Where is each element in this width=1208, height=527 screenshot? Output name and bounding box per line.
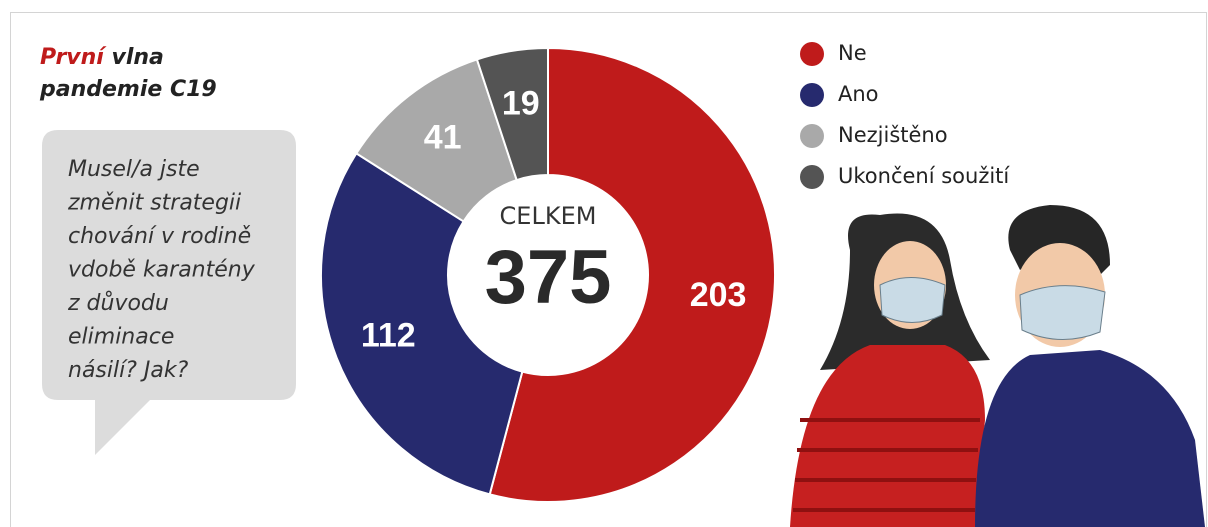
illustration	[790, 205, 1205, 527]
title-highlight: První	[40, 45, 107, 70]
value-label: 203	[690, 276, 747, 314]
speech-bubble	[42, 130, 296, 455]
legend-label: Ukončení soužití	[838, 164, 1010, 188]
question-line: Musel/a jste	[68, 157, 200, 182]
title-line-1: První vlna	[40, 45, 164, 70]
value-label: 19	[502, 85, 540, 123]
woman-mask	[879, 277, 946, 323]
legend-swatch	[800, 42, 824, 66]
value-label: 41	[424, 119, 462, 157]
question-line: eliminace	[68, 325, 174, 350]
question-line: chování v rodině	[68, 224, 251, 249]
man-sweater	[975, 350, 1205, 527]
woman-stripes	[793, 418, 980, 512]
total: 375	[485, 235, 612, 320]
slice	[488, 46, 776, 503]
legend-swatch	[800, 165, 824, 189]
legend-swatch	[800, 124, 824, 148]
title-line-2: pandemie C19	[39, 77, 217, 102]
legend-label: Ne	[838, 41, 867, 65]
center-label: CELKEM	[500, 202, 597, 230]
legend: Ne Ano Nezjištěno Ukončení soužití	[800, 41, 1010, 189]
legend-swatch	[800, 83, 824, 107]
question-line: z důvodu	[67, 290, 169, 316]
donut-chart: 203 112 41 19 CELKEM 375	[320, 46, 776, 503]
title-rest: vlna	[112, 45, 164, 70]
question: Musel/a jste změnit strategii chování v ro…	[67, 157, 256, 383]
question-line: změnit strategii	[67, 191, 241, 216]
legend-label: Ano	[838, 82, 879, 106]
man-mask	[1019, 285, 1106, 340]
question-line: násilí? Jak?	[68, 358, 189, 383]
legend-label: Nezjištěno	[838, 123, 948, 147]
question-line: vdobě karantény	[68, 258, 256, 283]
value-label: 112	[361, 316, 416, 354]
slice	[320, 151, 524, 496]
slice	[475, 46, 549, 182]
